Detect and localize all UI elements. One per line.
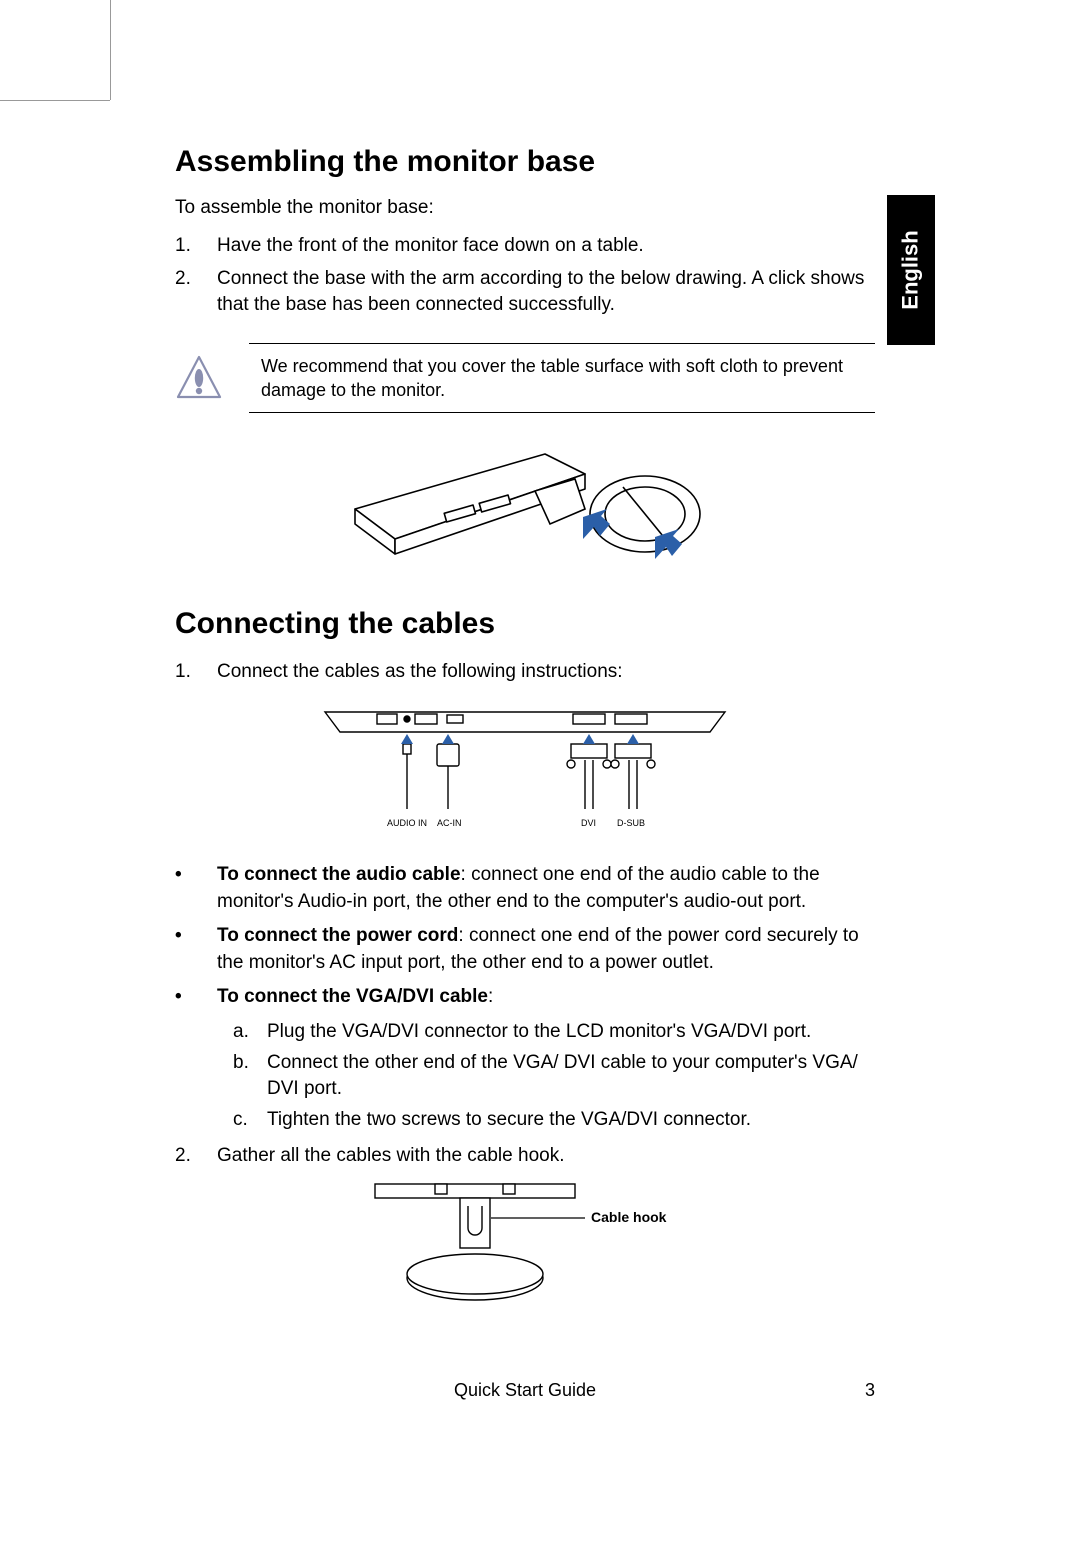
bullet-text: To connect the audio cable: connect one …: [217, 862, 875, 915]
list-item: b.Connect the other end of the VGA/ DVI …: [233, 1050, 875, 1103]
bullet-marker: •: [175, 862, 217, 915]
sub-text: Plug the VGA/DVI connector to the LCD mo…: [267, 1019, 875, 1046]
footer-title: Quick Start Guide: [205, 1380, 845, 1401]
note-block: We recommend that you cover the table su…: [175, 343, 875, 414]
content-area: Assembling the monitor base To assemble …: [175, 145, 875, 1326]
sub-letter: b.: [233, 1050, 267, 1103]
heading-connecting: Connecting the cables: [175, 607, 875, 641]
bullet-marker: •: [175, 984, 217, 1011]
figure-monitor-base: [175, 429, 875, 589]
list-item: • To connect the power cord: connect one…: [175, 923, 875, 976]
list-item: • To connect the audio cable: connect on…: [175, 862, 875, 915]
list-item: a.Plug the VGA/DVI connector to the LCD …: [233, 1019, 875, 1046]
page-number: 3: [845, 1380, 875, 1401]
language-tab: English: [887, 195, 935, 345]
page: English Assembling the monitor base To a…: [0, 0, 1080, 1541]
step-number: 1.: [175, 659, 217, 686]
language-tab-label: English: [898, 230, 924, 309]
connecting-step2: 2. Gather all the cables with the cable …: [175, 1143, 875, 1170]
sub-letter: c.: [233, 1107, 267, 1134]
list-item: c.Tighten the two screws to secure the V…: [233, 1107, 875, 1134]
warning-icon: [175, 343, 235, 414]
cable-bullets: • To connect the audio cable: connect on…: [175, 862, 875, 1011]
list-item: 2. Connect the base with the arm accordi…: [175, 266, 875, 319]
port-label-dsub: D-SUB: [617, 818, 645, 828]
crop-mark-left: [0, 100, 110, 101]
intro-text: To assemble the monitor base:: [175, 197, 875, 219]
list-item: 2. Gather all the cables with the cable …: [175, 1143, 875, 1170]
step-number: 1.: [175, 233, 217, 260]
step-text: Connect the cables as the following inst…: [217, 659, 875, 686]
step-number: 2.: [175, 1143, 217, 1170]
figure-cable-hook: Cable hook: [175, 1178, 875, 1308]
heading-assembling: Assembling the monitor base: [175, 145, 875, 179]
sub-text: Connect the other end of the VGA/ DVI ca…: [267, 1050, 875, 1103]
port-label-dvi: DVI: [581, 818, 596, 828]
footer-spacer: [175, 1380, 205, 1401]
step-text: Have the front of the monitor face down …: [217, 233, 875, 260]
list-item: 1. Have the front of the monitor face do…: [175, 233, 875, 260]
footer: Quick Start Guide 3: [175, 1380, 875, 1401]
step-text: Connect the base with the arm according …: [217, 266, 875, 319]
bullet-marker: •: [175, 923, 217, 976]
port-label-ac: AC-IN: [437, 818, 462, 828]
bullet-text: To connect the power cord: connect one e…: [217, 923, 875, 976]
sub-text: Tighten the two screws to secure the VGA…: [267, 1107, 875, 1134]
note-text: We recommend that you cover the table su…: [249, 343, 875, 414]
connecting-step1: 1. Connect the cables as the following i…: [175, 659, 875, 686]
crop-mark-top: [110, 0, 111, 100]
list-item: • To connect the VGA/DVI cable:: [175, 984, 875, 1011]
vga-dvi-subitems: a.Plug the VGA/DVI connector to the LCD …: [175, 1019, 875, 1133]
port-label-audio: AUDIO IN: [387, 818, 427, 828]
bullet-text: To connect the VGA/DVI cable:: [217, 984, 875, 1011]
sub-letter: a.: [233, 1019, 267, 1046]
assembly-steps: 1. Have the front of the monitor face do…: [175, 233, 875, 319]
figure-cable-ports: AUDIO IN AC-IN DVI D-SUB: [175, 694, 875, 844]
cable-hook-label: Cable hook: [591, 1209, 667, 1225]
list-item: 1. Connect the cables as the following i…: [175, 659, 875, 686]
step-text: Gather all the cables with the cable hoo…: [217, 1143, 875, 1170]
step-number: 2.: [175, 266, 217, 319]
